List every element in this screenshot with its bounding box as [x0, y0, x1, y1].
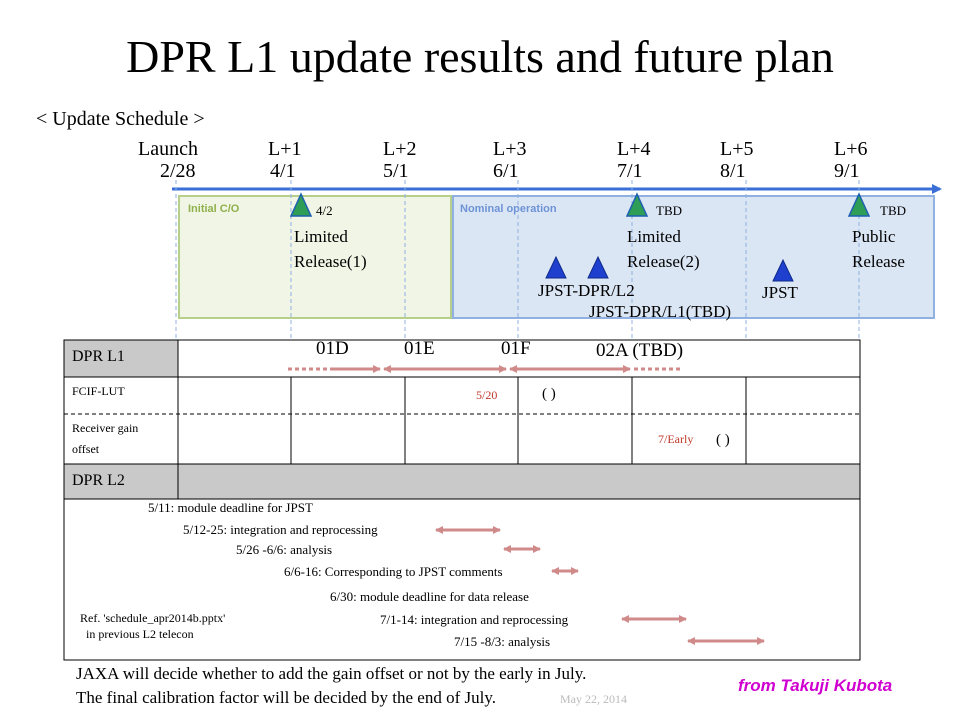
event-date-release1: 4/2: [316, 203, 333, 218]
initial-co-region: [178, 195, 452, 319]
l2-item: 5/11: module deadline for JPST: [148, 500, 313, 515]
milestone-date: 2/28: [160, 160, 196, 182]
l2-item: 5/26 -6/6: analysis: [236, 542, 333, 557]
milestone-date: 8/1: [720, 160, 746, 182]
jpst-dpr-l2-label: JPST-DPR/L2: [538, 281, 635, 300]
row-label-receiver-gain: Receiver gain: [72, 421, 139, 435]
event-release1-line1: Limited: [294, 227, 348, 246]
l2-item: 6/6-16: Corresponding to JPST comments: [284, 564, 503, 579]
milestone-label: L+2: [383, 138, 417, 160]
initial-co-label: Initial C/O: [188, 203, 240, 215]
milestone-label: L+3: [493, 138, 527, 160]
row-label-offset: offset: [72, 442, 100, 456]
milestone-date: 6/1: [493, 160, 519, 182]
event-date-public: TBD: [880, 203, 906, 218]
schedule-subtitle: < Update Schedule >: [36, 108, 205, 130]
milestone-label: L+6: [834, 138, 868, 160]
footer-note-1: JAXA will decide whether to add the gain…: [76, 664, 587, 683]
jpst-label: JPST: [762, 283, 798, 302]
event-public-line2: Release: [852, 252, 905, 271]
version-label-01e: 01E: [404, 338, 435, 359]
milestone-date: 4/1: [270, 160, 296, 182]
milestone-label: Launch: [138, 138, 198, 160]
triangle-marker-jpst-dpr-l2: [545, 255, 567, 279]
fcif-date: 5/20: [476, 388, 498, 402]
page-title: DPR L1 update results and future plan: [126, 31, 834, 82]
triangle-marker-public-release: [847, 192, 871, 217]
footer-note-2: The final calibration factor will be dec…: [76, 688, 496, 707]
l2-item: 7/1-14: integration and reprocessing: [380, 612, 569, 627]
credit-label: from Takuji Kubota: [738, 676, 893, 695]
event-release2-line1: Limited: [627, 227, 681, 246]
row-label-dpr-l2: DPR L2: [72, 472, 125, 489]
triangle-marker-release2: [625, 192, 649, 217]
event-public-line1: Public: [852, 227, 896, 246]
milestone-label: L+1: [268, 138, 302, 160]
milestone-guides: [175, 180, 860, 340]
version-label-02a: 02A (TBD): [596, 340, 684, 361]
schedule-table-grid: [63, 339, 861, 661]
version-label-01d: 01D: [316, 338, 349, 359]
ref-note-line2: in previous L2 telecon: [86, 627, 194, 641]
event-release2-line2: Release(2): [627, 252, 700, 271]
gain-paren: ( ): [716, 432, 730, 448]
milestone-label: L+4: [617, 138, 651, 160]
row-label-fcif-lut: FCIF-LUT: [72, 384, 125, 398]
milestone-date: 9/1: [834, 160, 860, 182]
ref-note-line1: Ref. 'schedule_apr2014b.pptx': [80, 611, 226, 625]
fcif-paren: ( ): [542, 386, 556, 402]
triangle-marker-jpst: [772, 258, 794, 282]
row-label-dpr-l1: DPR L1: [72, 348, 125, 365]
date-watermark: May 22, 2014: [560, 692, 627, 706]
l2-item: 6/30: module deadline for data release: [330, 589, 529, 604]
event-date-release2: TBD: [656, 203, 682, 218]
nominal-operation-label: Nominal operation: [460, 203, 557, 215]
l2-item: 7/15 -8/3: analysis: [454, 634, 551, 649]
milestone-date: 5/1: [383, 160, 409, 182]
milestone-date: 7/1: [617, 160, 643, 182]
event-release1-line2: Release(1): [294, 252, 367, 271]
triangle-marker-release1: [289, 192, 313, 217]
jpst-dpr-l1-label: JPST-DPR/L1(TBD): [589, 302, 732, 321]
triangle-marker-jpst-dpr-l1: [587, 255, 609, 279]
version-label-01f: 01F: [501, 338, 531, 359]
milestone-label: L+5: [720, 138, 754, 160]
l2-item: 5/12-25: integration and reprocessing: [183, 522, 378, 537]
gain-date: 7/Early: [658, 432, 694, 446]
